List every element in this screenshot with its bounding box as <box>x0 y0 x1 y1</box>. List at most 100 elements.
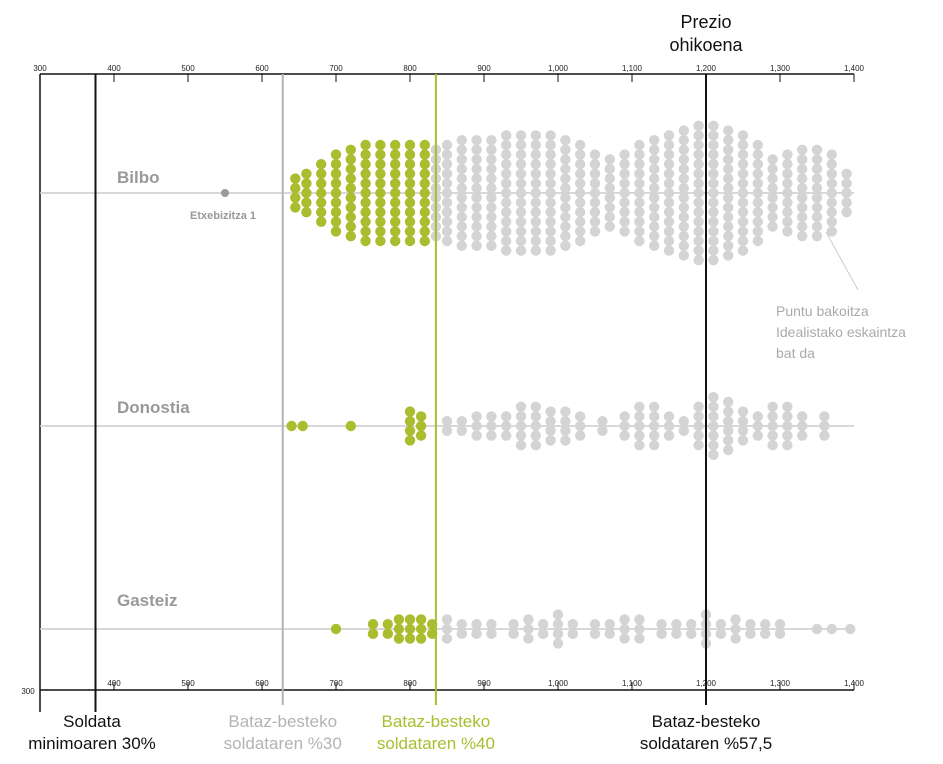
data-point <box>708 120 719 131</box>
data-point <box>441 187 453 199</box>
data-point <box>360 168 371 179</box>
data-point <box>486 183 497 194</box>
data-point <box>634 178 645 189</box>
data-point <box>649 440 660 451</box>
top-tick-label: 900 <box>477 64 491 73</box>
data-point <box>604 173 615 184</box>
data-point <box>419 168 430 179</box>
data-point <box>441 633 453 644</box>
data-point <box>560 163 571 175</box>
data-point <box>826 159 837 170</box>
data-point <box>737 197 749 208</box>
data-point <box>552 609 564 620</box>
data-point <box>797 192 808 203</box>
data-point <box>656 628 667 639</box>
data-point <box>752 149 763 160</box>
data-point <box>845 623 856 635</box>
data-point <box>723 435 734 446</box>
data-point <box>663 130 675 141</box>
data-point <box>797 430 808 441</box>
top-tick-label: 1,400 <box>844 64 865 73</box>
data-point <box>774 619 786 630</box>
data-point <box>404 207 416 218</box>
data-point <box>375 226 386 237</box>
data-point <box>471 202 482 213</box>
data-point <box>782 178 793 189</box>
data-point <box>330 178 342 189</box>
data-point <box>708 159 719 170</box>
data-point <box>545 416 556 427</box>
data-point <box>826 216 837 227</box>
data-point <box>708 392 719 403</box>
data-point <box>663 245 675 256</box>
data-point <box>811 154 823 165</box>
data-point <box>441 178 453 189</box>
data-point <box>515 178 527 189</box>
data-point <box>715 628 726 639</box>
data-point <box>649 183 660 194</box>
data-point <box>345 420 356 432</box>
data-point <box>508 619 519 630</box>
data-point <box>393 623 405 635</box>
data-point <box>545 187 556 199</box>
data-point <box>693 197 704 208</box>
data-point <box>678 173 689 184</box>
data-point <box>693 120 704 131</box>
data-point <box>589 168 601 179</box>
data-point <box>678 135 689 146</box>
data-point <box>708 430 719 441</box>
data-point <box>619 216 630 227</box>
data-point <box>530 216 541 227</box>
data-point <box>649 163 660 175</box>
data-point <box>678 416 689 427</box>
data-point <box>737 178 749 189</box>
data-point <box>360 226 371 237</box>
data-point <box>634 411 645 422</box>
top-tick-label: 1,100 <box>622 64 643 73</box>
bottom-tick-label: 800 <box>403 679 417 688</box>
data-point <box>597 416 608 427</box>
data-point <box>575 149 586 160</box>
data-point <box>530 197 541 208</box>
data-point <box>404 425 416 436</box>
data-point <box>441 216 453 227</box>
data-point <box>693 207 704 218</box>
data-point <box>390 149 401 160</box>
data-point <box>811 211 823 223</box>
data-point <box>486 135 497 146</box>
data-point <box>634 614 645 625</box>
data-point <box>471 221 482 232</box>
vline-label-avg30: Bataz-besteko <box>228 712 337 731</box>
data-point <box>530 430 541 441</box>
data-point <box>708 149 719 160</box>
top-tick-label: 1,000 <box>548 64 569 73</box>
data-point <box>782 197 793 208</box>
data-point <box>486 211 497 223</box>
data-point <box>752 430 763 441</box>
data-point <box>737 149 749 160</box>
data-point <box>619 623 630 635</box>
data-point <box>634 430 645 441</box>
data-point <box>560 416 571 427</box>
data-point <box>619 614 630 625</box>
data-point <box>678 425 689 436</box>
vlines-layer <box>94 74 707 712</box>
data-point <box>619 430 630 441</box>
data-point <box>297 420 308 432</box>
data-point <box>575 187 586 199</box>
data-point <box>597 425 608 436</box>
data-point <box>221 189 229 197</box>
data-point <box>390 207 401 218</box>
bottom-tick-label: 500 <box>181 679 195 688</box>
data-point <box>560 231 571 242</box>
data-point <box>441 168 453 179</box>
data-point <box>752 226 763 237</box>
data-point <box>530 178 541 189</box>
data-point <box>486 430 497 441</box>
data-point <box>693 139 704 151</box>
annotation-text: Idealistako eskaintza <box>776 324 906 340</box>
data-point <box>427 619 438 630</box>
data-point <box>486 173 497 184</box>
top-tick-label: 300 <box>33 64 47 73</box>
data-point <box>663 187 675 199</box>
